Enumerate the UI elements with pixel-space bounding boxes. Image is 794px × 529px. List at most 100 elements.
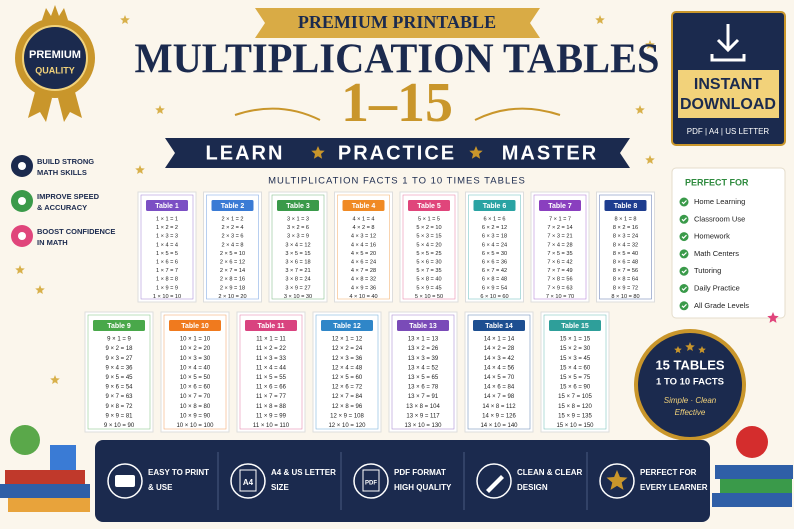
table-row: 2 × 10 = 20 (218, 294, 246, 300)
table-row: 3 × 6 = 18 (285, 259, 310, 265)
benefit-icon-dot (18, 197, 26, 205)
table-row: 1 × 5 = 5 (156, 251, 178, 257)
table-row: 14 × 6 = 84 (484, 385, 515, 391)
check-mark (681, 269, 687, 274)
feature-text: CLEAN & CLEAR (517, 468, 583, 477)
table-row: 2 × 8 = 16 (220, 277, 245, 283)
table-row: 10 × 2 = 20 (180, 346, 211, 352)
table-row: 9 × 8 = 72 (105, 404, 133, 410)
table-row: 14 × 2 = 28 (484, 346, 515, 352)
table-frame (87, 314, 151, 430)
table-row: 4 × 8 = 32 (351, 277, 376, 283)
table-frame (315, 314, 379, 430)
table-tab (93, 320, 145, 331)
table-row: 7 × 7 = 49 (547, 268, 572, 274)
table-title: Table 5 (417, 203, 441, 210)
table-row: 7 × 6 = 42 (547, 259, 572, 265)
table-tab (397, 320, 449, 331)
benefit-icon-dot (18, 162, 26, 170)
table-row: 15 × 2 = 30 (560, 346, 591, 352)
table-tab (473, 200, 516, 211)
table-row: 3 × 5 = 15 (285, 251, 310, 257)
table-row: 9 × 2 = 18 (105, 346, 133, 352)
feature-text: A4 & US LETTER (271, 468, 336, 477)
check-mark (681, 303, 687, 309)
table-row: 5 × 5 = 25 (416, 251, 441, 257)
benefit-text: MATH SKILLS (37, 168, 87, 177)
table-row: 7 × 9 = 63 (547, 285, 572, 291)
feature-text: PDF FORMAT (394, 468, 446, 477)
table-row: 3 × 4 = 12 (285, 242, 310, 248)
table-row: 12 × 10 = 120 (328, 423, 366, 429)
table-row: 10 × 9 = 90 (180, 413, 211, 419)
table-row: 13 × 10 = 130 (404, 423, 442, 429)
table-row: 2 × 9 = 18 (220, 285, 245, 291)
table-row: 9 × 3 = 27 (105, 356, 133, 362)
download-arrow (710, 24, 746, 62)
feature-icon (230, 463, 266, 499)
table-frame (467, 314, 531, 430)
table-row: 1 × 4 = 4 (156, 242, 178, 248)
perfect-item: Home Learning (694, 197, 745, 206)
table-title: Table 2 (221, 203, 245, 210)
table-row: 6 × 6 = 36 (482, 259, 507, 265)
benefit-text: BOOST CONFIDENCE (37, 227, 115, 236)
table-row: 12 × 7 = 84 (332, 394, 363, 400)
perfect-item: Tutoring (694, 266, 721, 275)
book (712, 493, 792, 507)
banner (165, 138, 630, 168)
table-row: 3 × 8 = 24 (285, 277, 310, 283)
table-row: 9 × 6 = 54 (105, 385, 133, 391)
table-title: Table 4 (352, 203, 376, 210)
feature-icon-label: A4 (243, 478, 254, 487)
table-row: 3 × 2 = 6 (287, 225, 309, 231)
table-row: 10 × 10 = 100 (176, 423, 214, 429)
download-l2: DOWNLOAD (680, 96, 776, 113)
table-row: 6 × 8 = 48 (482, 277, 507, 283)
table-row: 2 × 6 = 12 (220, 259, 245, 265)
table-row: 13 × 6 = 78 (408, 385, 439, 391)
table-row: 3 × 7 = 21 (285, 268, 310, 274)
table-row: 12 × 8 = 96 (332, 404, 363, 410)
perfect-item: Classroom Use (694, 214, 745, 223)
table-row: 1 × 10 = 10 (153, 294, 181, 300)
perfect-item: Homework (694, 232, 730, 241)
table-row: 8 × 1 = 8 (614, 216, 636, 222)
table-card (236, 311, 306, 433)
table-frame (391, 314, 455, 430)
seal-l1: 15 TABLES (655, 357, 724, 372)
perfect-item: Math Centers (694, 249, 739, 258)
sparkle (645, 155, 655, 164)
table-row: 10 × 4 = 40 (180, 365, 211, 371)
title: MULTIPLICATION TABLES (135, 37, 660, 83)
table-row: 12 × 1 = 12 (332, 337, 363, 343)
table-tab (245, 320, 297, 331)
table-row: 13 × 4 = 52 (408, 365, 439, 371)
ribbon-text: PREMIUM PRINTABLE (298, 12, 496, 32)
table-card (388, 311, 458, 433)
table-tab (169, 320, 221, 331)
book (720, 479, 792, 493)
check (679, 301, 689, 311)
table-row: 12 × 3 = 36 (332, 356, 363, 362)
table-row: 12 × 4 = 48 (332, 365, 363, 371)
table-row: 10 × 8 = 80 (180, 404, 211, 410)
feature-text: DESIGN (517, 483, 548, 492)
table-row: 15 × 8 = 120 (558, 404, 592, 410)
benefit-text: IMPROVE SPEED (37, 192, 100, 201)
table-title: Table 7 (548, 203, 572, 210)
table-row: 5 × 3 = 15 (416, 234, 441, 240)
table-row: 12 × 5 = 60 (332, 375, 363, 381)
table-frame (271, 194, 325, 300)
badge-ribbon (28, 92, 82, 122)
feature-text: HIGH QUALITY (394, 483, 452, 492)
table-row: 5 × 1 = 5 (418, 216, 440, 222)
table-frame (206, 194, 259, 300)
table-row: 14 × 5 = 70 (484, 375, 515, 381)
table-row: 4 × 10 = 40 (349, 294, 377, 300)
table-frame (599, 194, 652, 300)
apple (736, 426, 768, 458)
feature-icon (476, 463, 512, 499)
check-mark (681, 286, 687, 291)
